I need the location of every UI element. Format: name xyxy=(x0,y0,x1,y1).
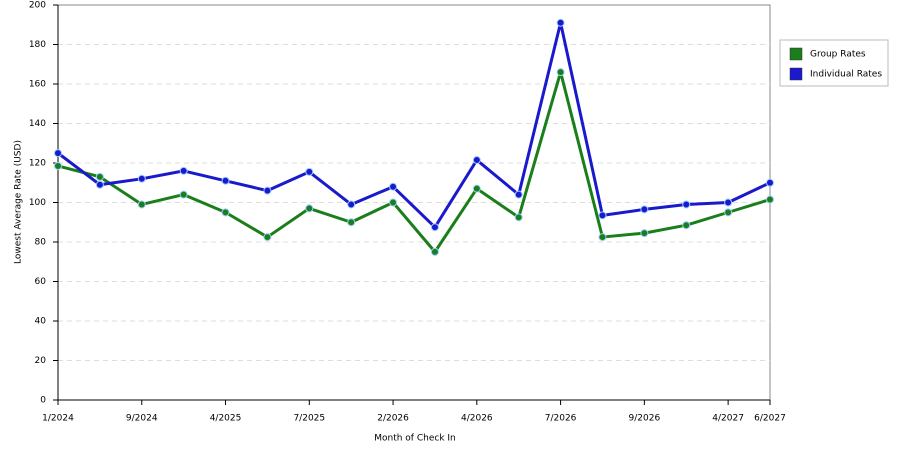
data-point xyxy=(724,198,733,207)
data-point xyxy=(389,198,398,207)
y-tick-label: 80 xyxy=(35,238,47,248)
y-tick-label: 140 xyxy=(29,119,46,129)
series-line xyxy=(57,70,771,254)
x-tick-label: 6/2027 xyxy=(754,414,786,424)
data-point xyxy=(556,68,565,77)
x-tick-label: 7/2025 xyxy=(293,414,325,424)
data-point xyxy=(556,18,565,27)
data-point xyxy=(472,184,481,193)
data-point xyxy=(430,247,439,256)
data-point xyxy=(54,161,62,170)
series-line xyxy=(57,21,771,229)
data-point xyxy=(514,190,523,199)
data-point xyxy=(137,174,146,183)
data-point xyxy=(724,208,733,217)
legend-swatch xyxy=(789,67,803,81)
y-tick-label: 160 xyxy=(29,80,46,90)
data-point xyxy=(179,166,188,175)
data-point xyxy=(430,223,439,232)
y-tick-label: 180 xyxy=(29,40,46,50)
data-point xyxy=(221,176,230,185)
data-point xyxy=(766,178,774,187)
legend-swatch xyxy=(789,47,803,61)
x-tick-label: 9/2024 xyxy=(126,414,158,424)
y-tick-label: 0 xyxy=(40,396,46,406)
data-point xyxy=(347,200,356,209)
data-point xyxy=(514,213,523,222)
x-tick-label: 4/2027 xyxy=(712,414,744,424)
y-tick-label: 200 xyxy=(29,1,46,11)
data-point xyxy=(221,208,230,217)
data-point xyxy=(766,195,774,204)
data-point xyxy=(305,167,314,176)
data-point xyxy=(389,182,398,191)
legend-label: Individual Rates xyxy=(810,70,882,80)
y-tick-label: 60 xyxy=(35,277,47,287)
x-axis-title: Month of Check In xyxy=(374,434,456,444)
data-point xyxy=(54,149,62,158)
data-point xyxy=(472,156,481,165)
x-tick-label: 9/2026 xyxy=(629,414,661,424)
y-tick-label: 100 xyxy=(29,198,46,208)
x-tick-label: 4/2025 xyxy=(210,414,242,424)
x-tick-label: 2/2026 xyxy=(377,414,409,424)
data-point xyxy=(95,172,104,181)
data-point xyxy=(95,180,104,189)
y-axis-title: Lowest Average Rate (USD) xyxy=(14,140,24,264)
data-point xyxy=(598,233,607,242)
data-point xyxy=(263,233,272,242)
y-tick-label: 120 xyxy=(29,159,46,169)
data-point xyxy=(682,221,691,230)
legend-label: Group Rates xyxy=(810,50,866,60)
data-point xyxy=(179,190,188,199)
y-tick-label: 20 xyxy=(35,356,47,366)
x-tick-label: 1/2024 xyxy=(42,414,74,424)
data-point xyxy=(640,205,649,214)
data-point xyxy=(305,204,314,213)
y-tick-label: 40 xyxy=(35,317,47,327)
data-point xyxy=(137,200,146,209)
x-tick-label: 4/2026 xyxy=(461,414,493,424)
data-point xyxy=(598,211,607,220)
data-point xyxy=(347,218,356,227)
x-tick-label: 7/2026 xyxy=(545,414,577,424)
data-point xyxy=(640,229,649,238)
data-point xyxy=(682,200,691,209)
data-point xyxy=(263,186,272,195)
